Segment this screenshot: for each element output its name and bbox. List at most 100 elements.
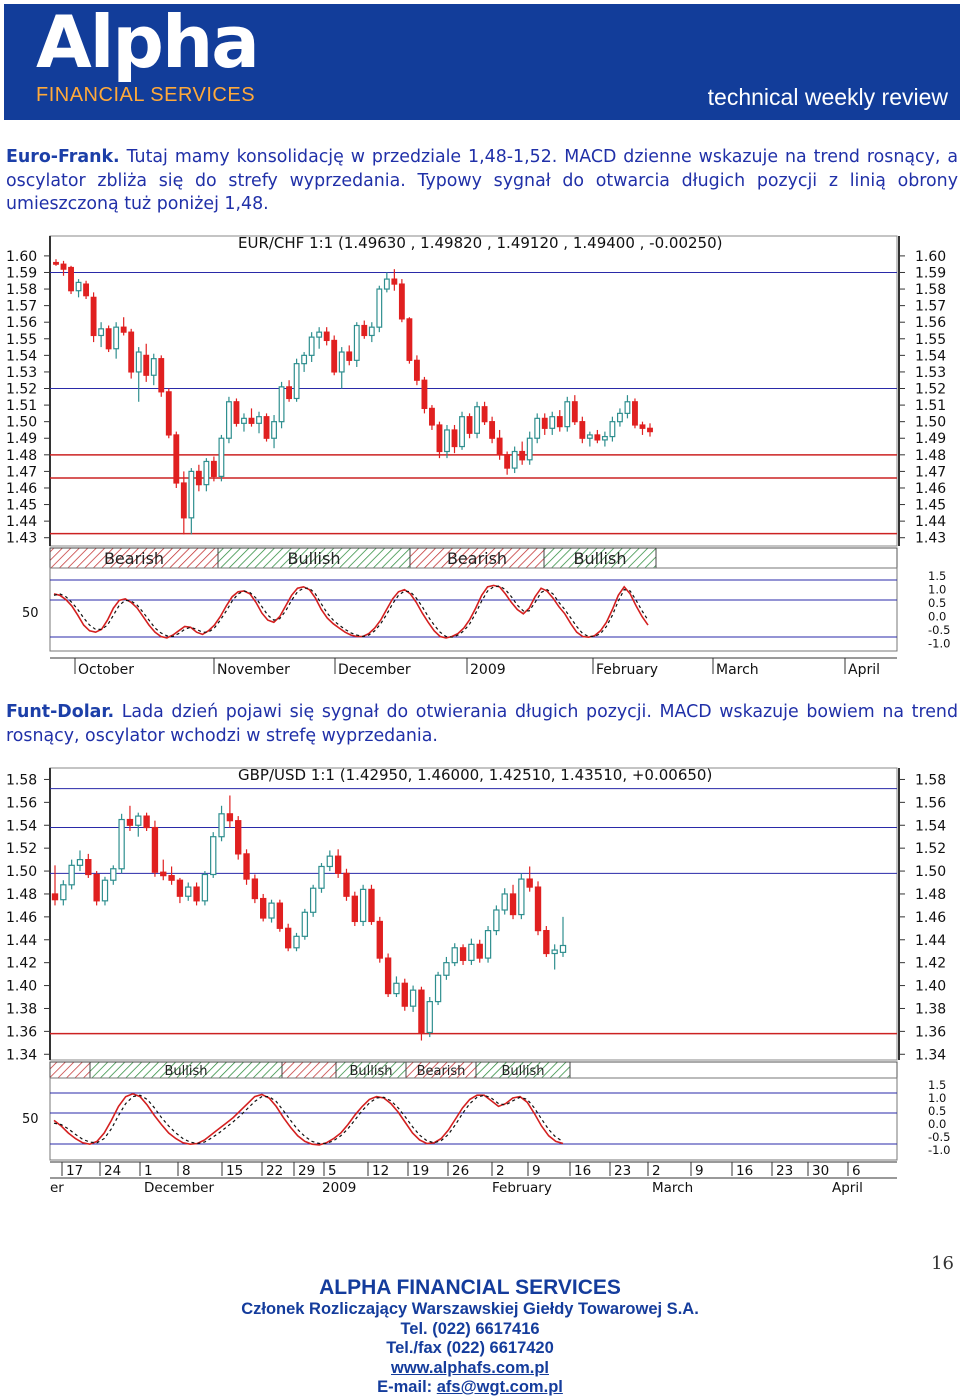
candle	[293, 363, 300, 400]
candle	[468, 943, 475, 961]
y-tick-label: 1.44	[6, 933, 37, 949]
x-month-label: March	[652, 1180, 693, 1196]
candle	[434, 974, 442, 1003]
chart-title: EUR/CHF 1:1 (1.49630 , 1.49820 , 1.49120…	[238, 234, 722, 252]
candle	[185, 886, 192, 897]
candle	[60, 884, 67, 901]
candle	[53, 261, 59, 265]
oscillator-tick-label: 1.0	[928, 1091, 946, 1105]
candle	[150, 358, 157, 376]
candle	[235, 820, 242, 855]
oscillator-tick-label: 0.0	[928, 610, 946, 624]
candle	[426, 1001, 433, 1034]
candle	[83, 283, 90, 297]
candle	[271, 421, 277, 439]
candle	[326, 855, 334, 868]
band-label: Bullish	[574, 549, 627, 568]
oscillator-tick-label: 1.0	[928, 583, 946, 597]
candle	[466, 416, 473, 434]
section-body-gbpusd: Lada dzień pojawi się sygnał do otwieran…	[6, 702, 958, 746]
y-tick-label: 1.43	[6, 531, 37, 547]
x-tick-label: November	[217, 662, 290, 678]
candle	[51, 893, 59, 901]
y-tick-label-right: 1.50	[915, 864, 946, 880]
candle	[180, 482, 187, 519]
x-month-label: 2009	[322, 1180, 356, 1196]
candle	[406, 318, 413, 361]
candle	[226, 813, 234, 822]
candle	[346, 351, 353, 361]
oscillator-tick-label: 0.5	[928, 596, 946, 610]
x-day-label: 12	[372, 1163, 389, 1179]
footer-email-link[interactable]: afs@wgt.com.pl	[436, 1378, 563, 1396]
candle	[135, 815, 142, 826]
x-day-label: 19	[412, 1163, 429, 1179]
y-tick-label: 1.51	[6, 398, 37, 414]
band-label: Bullish	[501, 1064, 544, 1079]
candle	[451, 429, 458, 448]
x-tick-label: February	[596, 662, 658, 678]
y-tick-label-right: 1.52	[915, 382, 946, 398]
y-tick-label: 1.54	[6, 348, 37, 364]
page-number: 16	[931, 1253, 954, 1274]
price-panel	[49, 767, 898, 1061]
candle	[556, 416, 563, 428]
candle	[509, 893, 517, 916]
candle	[359, 888, 367, 923]
candle	[135, 351, 142, 373]
candle	[248, 417, 255, 424]
x-day-label: 2	[652, 1163, 661, 1179]
candle	[383, 278, 390, 290]
x-tick-label: October	[78, 662, 134, 678]
x-month-label: er	[50, 1180, 64, 1196]
candle	[476, 943, 483, 959]
oscillator-tick-label: 1.5	[928, 1078, 946, 1092]
candle	[286, 386, 293, 400]
x-day-label: 22	[266, 1163, 283, 1179]
x-day-label: 29	[298, 1163, 315, 1179]
x-tick-label: April	[848, 662, 880, 678]
candle	[113, 326, 120, 350]
candle	[85, 859, 92, 876]
y-tick-label-right: 1.38	[915, 1001, 946, 1017]
candle	[616, 412, 623, 423]
candle	[263, 416, 270, 439]
candle	[195, 470, 202, 486]
candle	[526, 437, 533, 461]
candle	[526, 878, 533, 888]
candle	[541, 417, 548, 429]
candle	[110, 868, 117, 881]
footer-website-link[interactable]: www.alphafs.com.pl	[391, 1358, 549, 1377]
y-tick-label-right: 1.57	[915, 299, 946, 315]
candle	[98, 328, 105, 337]
oscillator-label: 50	[22, 1112, 39, 1127]
candle	[368, 326, 375, 337]
y-tick-label: 1.56	[6, 795, 37, 811]
y-tick-label: 1.46	[6, 481, 37, 497]
candle	[493, 909, 500, 932]
candle	[384, 957, 392, 995]
chart-title: GBP/USD 1:1 (1.42950, 1.46000, 1.42510, …	[238, 766, 712, 784]
candle	[218, 437, 225, 477]
x-tick-label: March	[716, 662, 759, 678]
candle	[474, 406, 480, 434]
y-tick-label: 1.60	[6, 249, 37, 265]
candle	[165, 391, 172, 436]
candle	[451, 947, 458, 964]
candle	[624, 401, 631, 414]
candle	[489, 421, 496, 439]
candle	[210, 460, 217, 477]
y-tick-label-right: 1.51	[915, 398, 946, 414]
gbpusd-chart: 1.58 1.581.56 1.561.54 1.541.52 1.521.50 1.50…	[6, 766, 950, 1196]
candle	[511, 450, 518, 469]
candle	[276, 902, 284, 929]
candle	[421, 379, 428, 410]
x-day-label: 15	[226, 1163, 243, 1179]
candle	[323, 331, 330, 342]
section-text-eurchf: Euro-Frank. Tutaj mamy konsolidację w pr…	[6, 146, 958, 217]
candle	[75, 281, 82, 292]
x-day-label: 23	[776, 1163, 793, 1179]
candle	[444, 429, 450, 453]
oscillator-tick-label: 0.5	[928, 1104, 946, 1118]
band-label: Bearish	[104, 549, 164, 568]
